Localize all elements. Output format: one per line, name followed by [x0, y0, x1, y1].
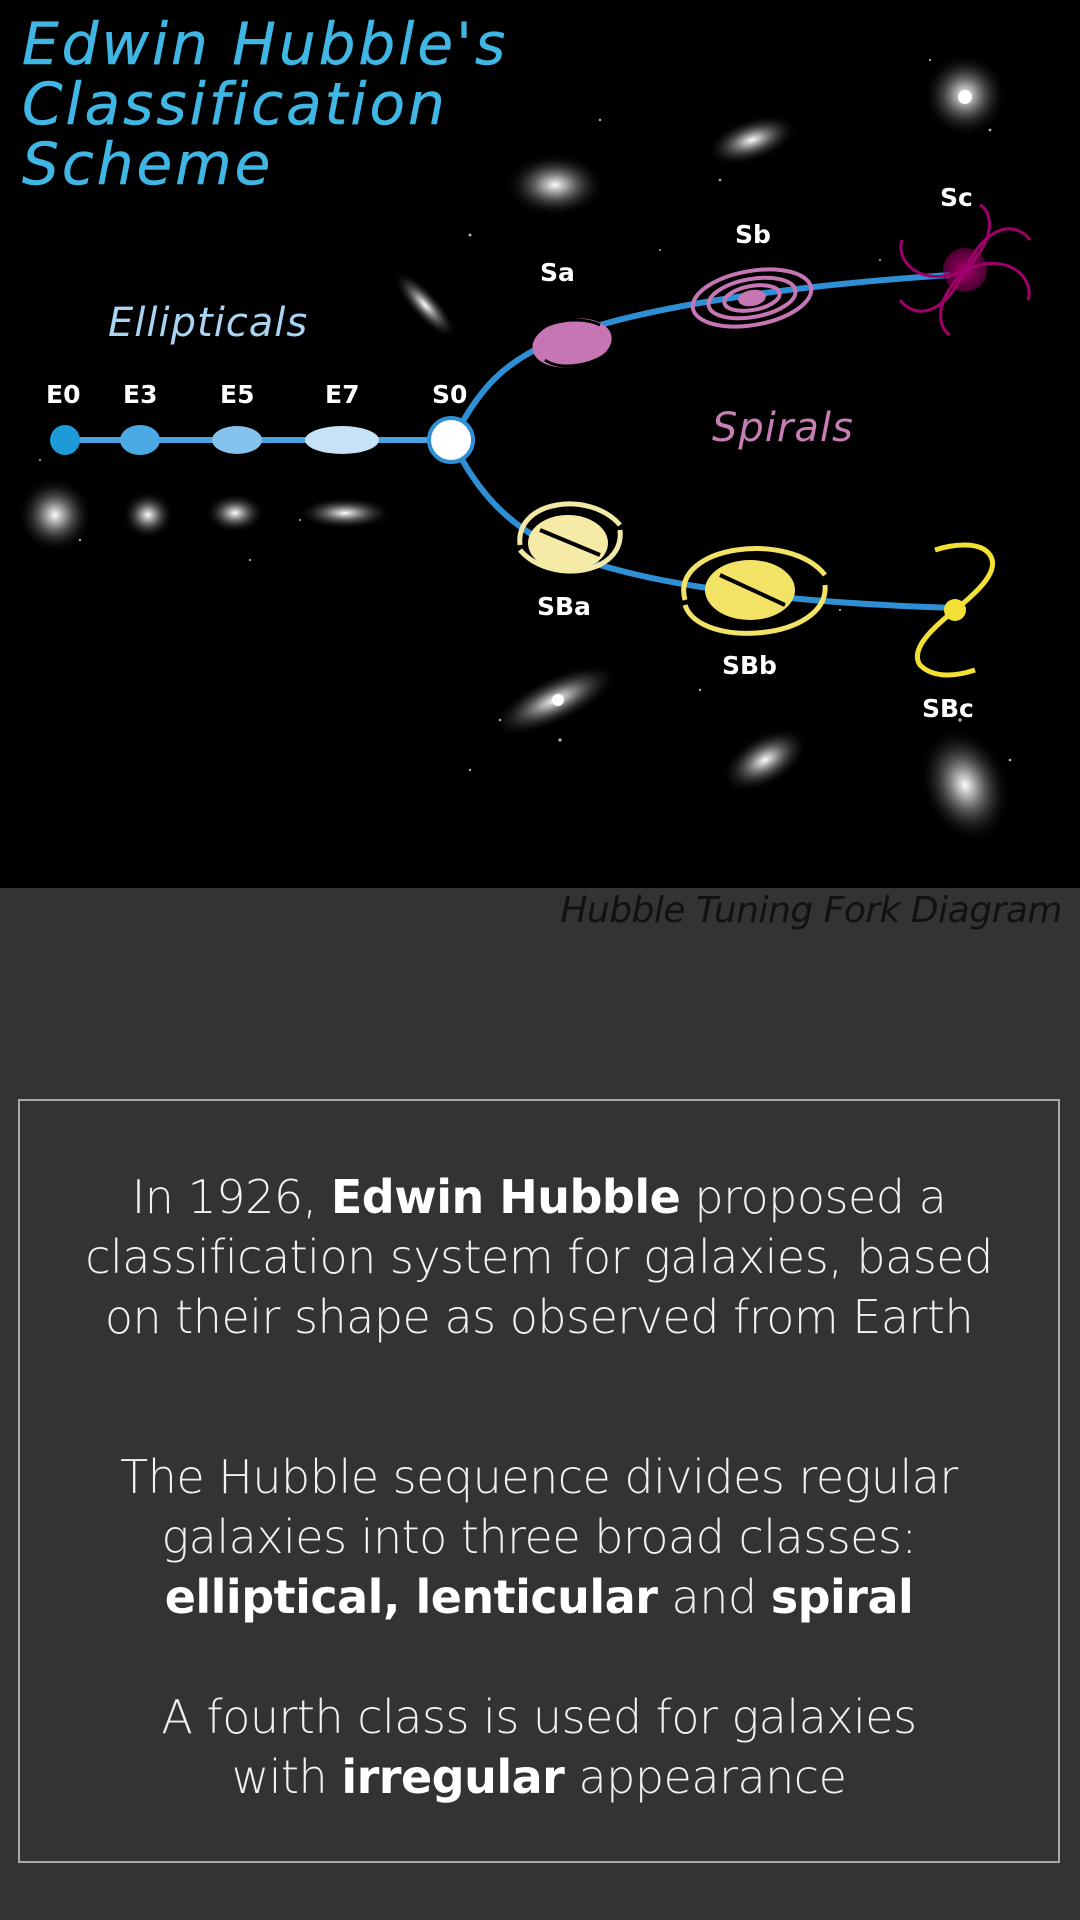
s0-marker [427, 416, 475, 464]
info-highlight: Edwin Hubble [330, 1170, 681, 1224]
sb-label: Sb [735, 220, 771, 249]
info-paragraph-3: A fourth class is used for galaxies with… [20, 1687, 1058, 1807]
sc-marker [898, 203, 1032, 337]
e3-label: E3 [123, 380, 158, 409]
info-text: appearance [578, 1750, 847, 1804]
sba-label: SBa [537, 592, 591, 621]
info-box: In 1926, Edwin Hubble proposed a classif… [18, 1099, 1060, 1863]
info-text: galaxies into three broad classes: [161, 1510, 917, 1564]
info-text: classification system for galaxies, base… [85, 1230, 993, 1284]
spirals-label: Spirals [712, 405, 854, 451]
tuning-fork-diagram: Edwin Hubble's Classification Scheme Ell… [0, 0, 1080, 888]
info-paragraph-2: The Hubble sequence divides regular gala… [20, 1447, 1058, 1627]
diagram-title-line: Edwin Hubble's [22, 10, 509, 78]
sba-marker [517, 501, 623, 574]
info-text: on their shape as observed from Earth [104, 1290, 974, 1344]
info-highlight: spiral [770, 1570, 914, 1624]
diagram-caption: Hubble Tuning Fork Diagram [560, 890, 1062, 931]
sbb-label: SBb [722, 651, 777, 680]
barred-spiral-branch [449, 438, 961, 611]
diagram-title-line: Classification [22, 70, 448, 138]
info-highlight: elliptical, lenticular [164, 1570, 658, 1624]
diagram-title-line: Scheme [22, 130, 274, 198]
spiral-markers [528, 203, 1032, 368]
info-text: and [671, 1570, 758, 1624]
galaxy-photos [17, 53, 1012, 844]
s0-label: S0 [432, 380, 468, 409]
info-text: The Hubble sequence divides regular [120, 1450, 958, 1504]
ellipticals-label: Ellipticals [108, 300, 309, 346]
info-paragraph-1: In 1926, Edwin Hubble proposed a classif… [20, 1167, 1058, 1347]
elliptical-markers [50, 416, 475, 464]
barred-spiral-markers [517, 501, 995, 678]
sbc-label: SBc [922, 694, 974, 723]
spiral-branch [449, 272, 951, 442]
info-text: A fourth class is used for galaxies [161, 1690, 917, 1744]
sc-label: Sc [940, 183, 973, 212]
diagram-title: Edwin Hubble's Classification Scheme [22, 10, 509, 198]
info-text: proposed a [694, 1170, 947, 1224]
info-highlight: irregular [341, 1750, 565, 1804]
e7-label: E7 [325, 380, 360, 409]
info-text: In 1926, [131, 1170, 318, 1224]
sbb-marker [681, 546, 828, 636]
diagram-graphics [17, 53, 1032, 844]
e0-label: E0 [46, 380, 81, 409]
e5-label: E5 [220, 380, 255, 409]
sb-marker [690, 267, 814, 329]
sbc-marker [915, 542, 995, 678]
sa-label: Sa [540, 258, 575, 287]
info-text: with [231, 1750, 328, 1804]
sa-marker [528, 318, 614, 368]
